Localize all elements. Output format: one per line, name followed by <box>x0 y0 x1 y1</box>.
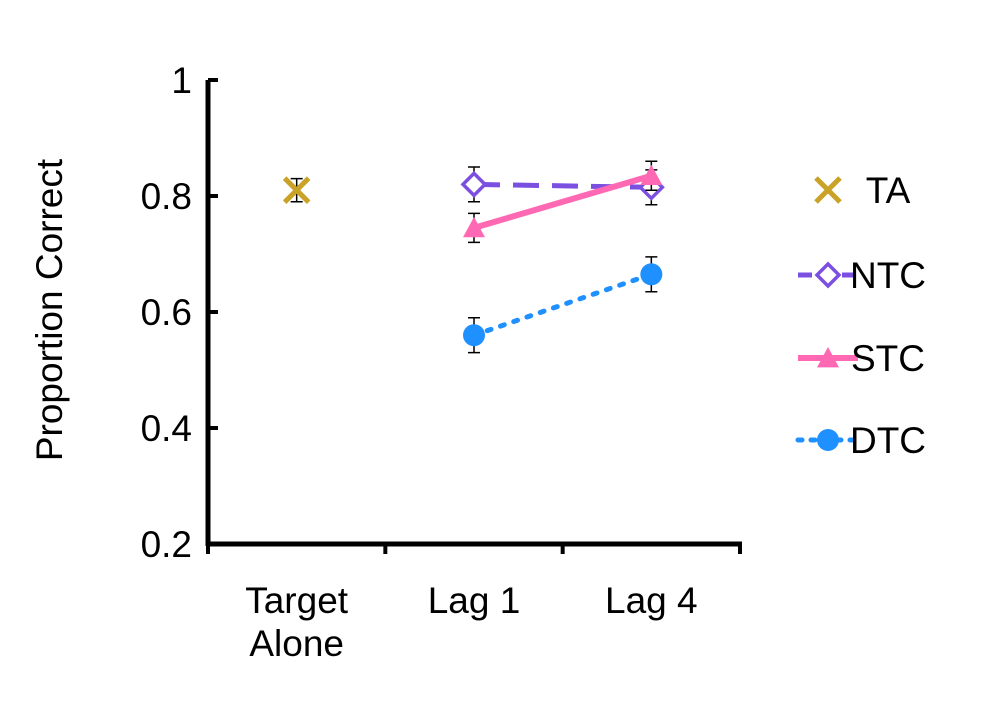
legend-item-dtc: DTC <box>795 420 926 461</box>
axes <box>205 80 742 547</box>
legend-marker <box>814 176 842 204</box>
series-dtc <box>463 256 663 354</box>
legend-marker <box>817 429 839 451</box>
y-ticks: 0.2 0.4 0.6 0.8 1 <box>141 60 218 565</box>
series-ta <box>282 176 311 204</box>
legend-label: STC <box>851 338 925 379</box>
legend: TA NTC STC DTC <box>795 170 926 461</box>
series-stc <box>463 160 663 244</box>
y-tick-label: 1 <box>171 60 192 101</box>
legend-label: DTC <box>850 420 926 461</box>
y-tick-label: 0.6 <box>141 292 192 333</box>
series-group <box>282 160 665 354</box>
series-line <box>473 181 652 190</box>
y-axis-title: Proportion Correct <box>29 158 70 461</box>
legend-label: TA <box>866 170 911 211</box>
legend-item-stc: STC <box>798 338 925 379</box>
legend-item-ta: TA <box>814 170 911 211</box>
y-tick-label: 0.4 <box>141 408 192 449</box>
legend-label: NTC <box>850 255 926 296</box>
legend-marker <box>814 261 842 289</box>
legend-marker <box>817 347 839 368</box>
data-point <box>640 164 663 186</box>
y-tick-label: 0.8 <box>141 176 192 217</box>
x-category-label: Target Alone <box>245 580 349 664</box>
x-category-label: Lag 1 <box>428 580 521 621</box>
legend-item-ntc: NTC <box>798 255 926 296</box>
data-point <box>463 216 485 238</box>
series-line <box>471 271 654 338</box>
data-point <box>282 176 311 204</box>
data-point <box>640 263 663 286</box>
y-tick-label: 0.2 <box>141 524 192 565</box>
x-categories: Target Alone Lag 1 Lag 4 <box>206 544 742 664</box>
data-point <box>460 170 488 198</box>
x-category-label: Lag 4 <box>605 580 698 621</box>
data-point <box>463 324 485 347</box>
series-line <box>473 172 653 231</box>
